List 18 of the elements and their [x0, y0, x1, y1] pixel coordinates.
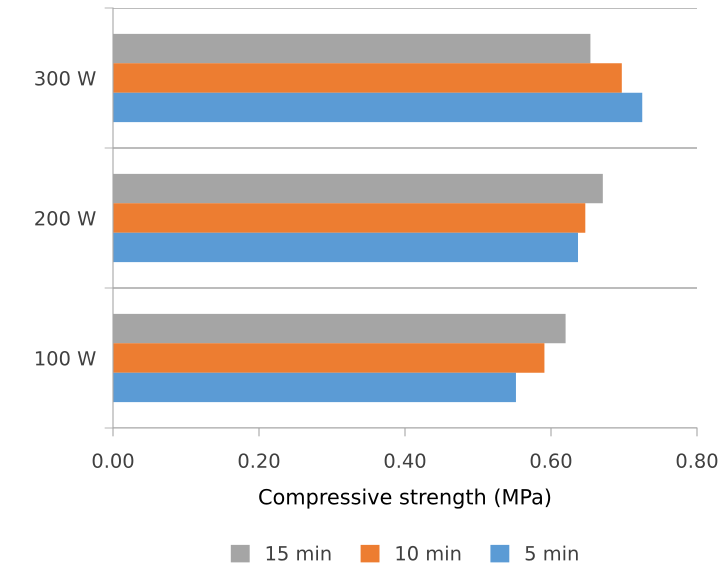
legend-label: 15 min	[266, 546, 330, 561]
bar	[113, 63, 622, 93]
bar	[113, 92, 642, 122]
x-tick-label: 0.00	[92, 453, 134, 468]
x-tick-label: 0.60	[530, 453, 572, 468]
x-tick-label: 0.40	[384, 453, 426, 468]
bar	[113, 343, 544, 373]
legend-label: 10 min	[396, 546, 460, 561]
bar	[113, 203, 586, 233]
y-tick-label: 100 W	[36, 350, 96, 366]
bar	[113, 232, 578, 262]
bar	[113, 372, 516, 402]
y-tick-label: 300 W	[35, 70, 96, 86]
x-tick-label: 0.80	[676, 453, 718, 468]
x-tick-label: 0.20	[238, 453, 280, 468]
legend-label: 5 min	[526, 546, 578, 561]
x-axis-title: Compressive strength (MPa)	[259, 488, 550, 509]
y-tick-label: 200 W	[35, 210, 96, 226]
